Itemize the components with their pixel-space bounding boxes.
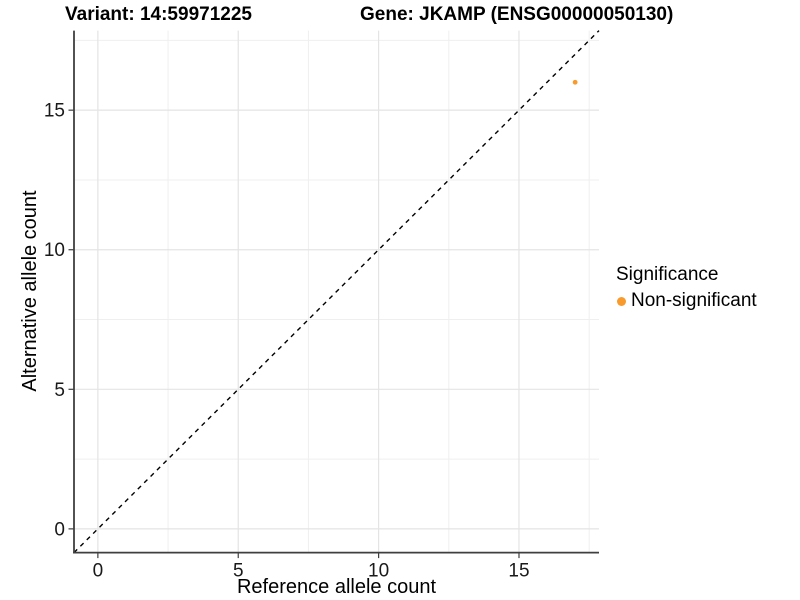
legend-key-dot-icon	[617, 296, 626, 306]
data-point	[572, 79, 578, 85]
x-tick-label: 5	[233, 561, 244, 582]
legend-title: Significance	[616, 264, 719, 285]
variant-title: Variant: 14:59971225	[65, 4, 252, 25]
legend-entry-label: Non-significant	[631, 290, 757, 311]
x-tick-label: 0	[93, 561, 104, 582]
legend-entry: Non-significant	[612, 290, 757, 312]
y-tick-label: 10	[44, 240, 65, 261]
y-tick-label: 5	[54, 380, 65, 401]
gene-title: Gene: JKAMP (ENSG00000050130)	[360, 4, 674, 25]
x-tick-label: 15	[508, 561, 529, 582]
legend: Significance Non-significant	[612, 264, 757, 312]
y-axis-title: Alternative allele count	[19, 190, 41, 392]
identity-line	[73, 30, 600, 554]
x-axis-title: Reference allele count	[236, 576, 436, 598]
x-tick-label: 10	[368, 561, 389, 582]
y-tick-label: 15	[44, 101, 65, 122]
y-tick-label: 0	[54, 519, 65, 540]
